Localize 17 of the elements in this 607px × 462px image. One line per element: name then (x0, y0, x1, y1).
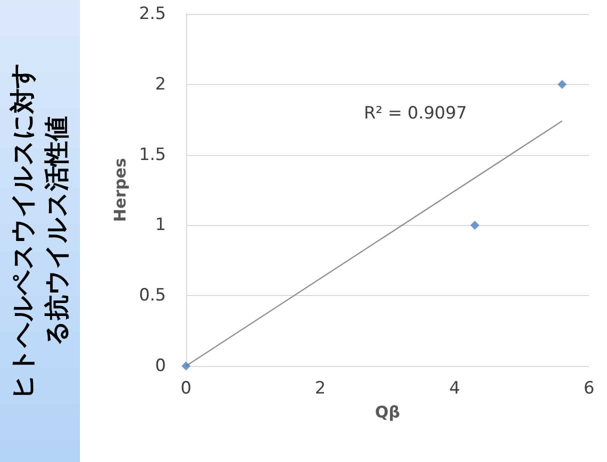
y-tick-label: 2 (155, 74, 166, 94)
y-tick-label: 1.5 (138, 144, 166, 165)
point (182, 362, 190, 370)
point (470, 220, 480, 230)
x-tick-label: 4 (449, 378, 460, 398)
x-tick-label: 6 (584, 378, 594, 398)
side-panel: ヒトヘルペスウイルスに対する抗ウイルス活性値 (0, 0, 80, 462)
y-axis-title: Herpes (110, 158, 130, 222)
annotation: R² = 0.9097 (364, 104, 468, 124)
x-axis-title: Qβ (374, 402, 400, 422)
y-tick-label: 1 (155, 215, 166, 236)
y-tick-label: 0 (155, 356, 166, 376)
y-tick-label: 2.5 (138, 4, 166, 24)
y-tick-label: 0.5 (138, 286, 166, 306)
point (558, 80, 567, 89)
x-tick-label: 2 (314, 378, 326, 398)
x-tick-label: 0 (180, 378, 192, 398)
